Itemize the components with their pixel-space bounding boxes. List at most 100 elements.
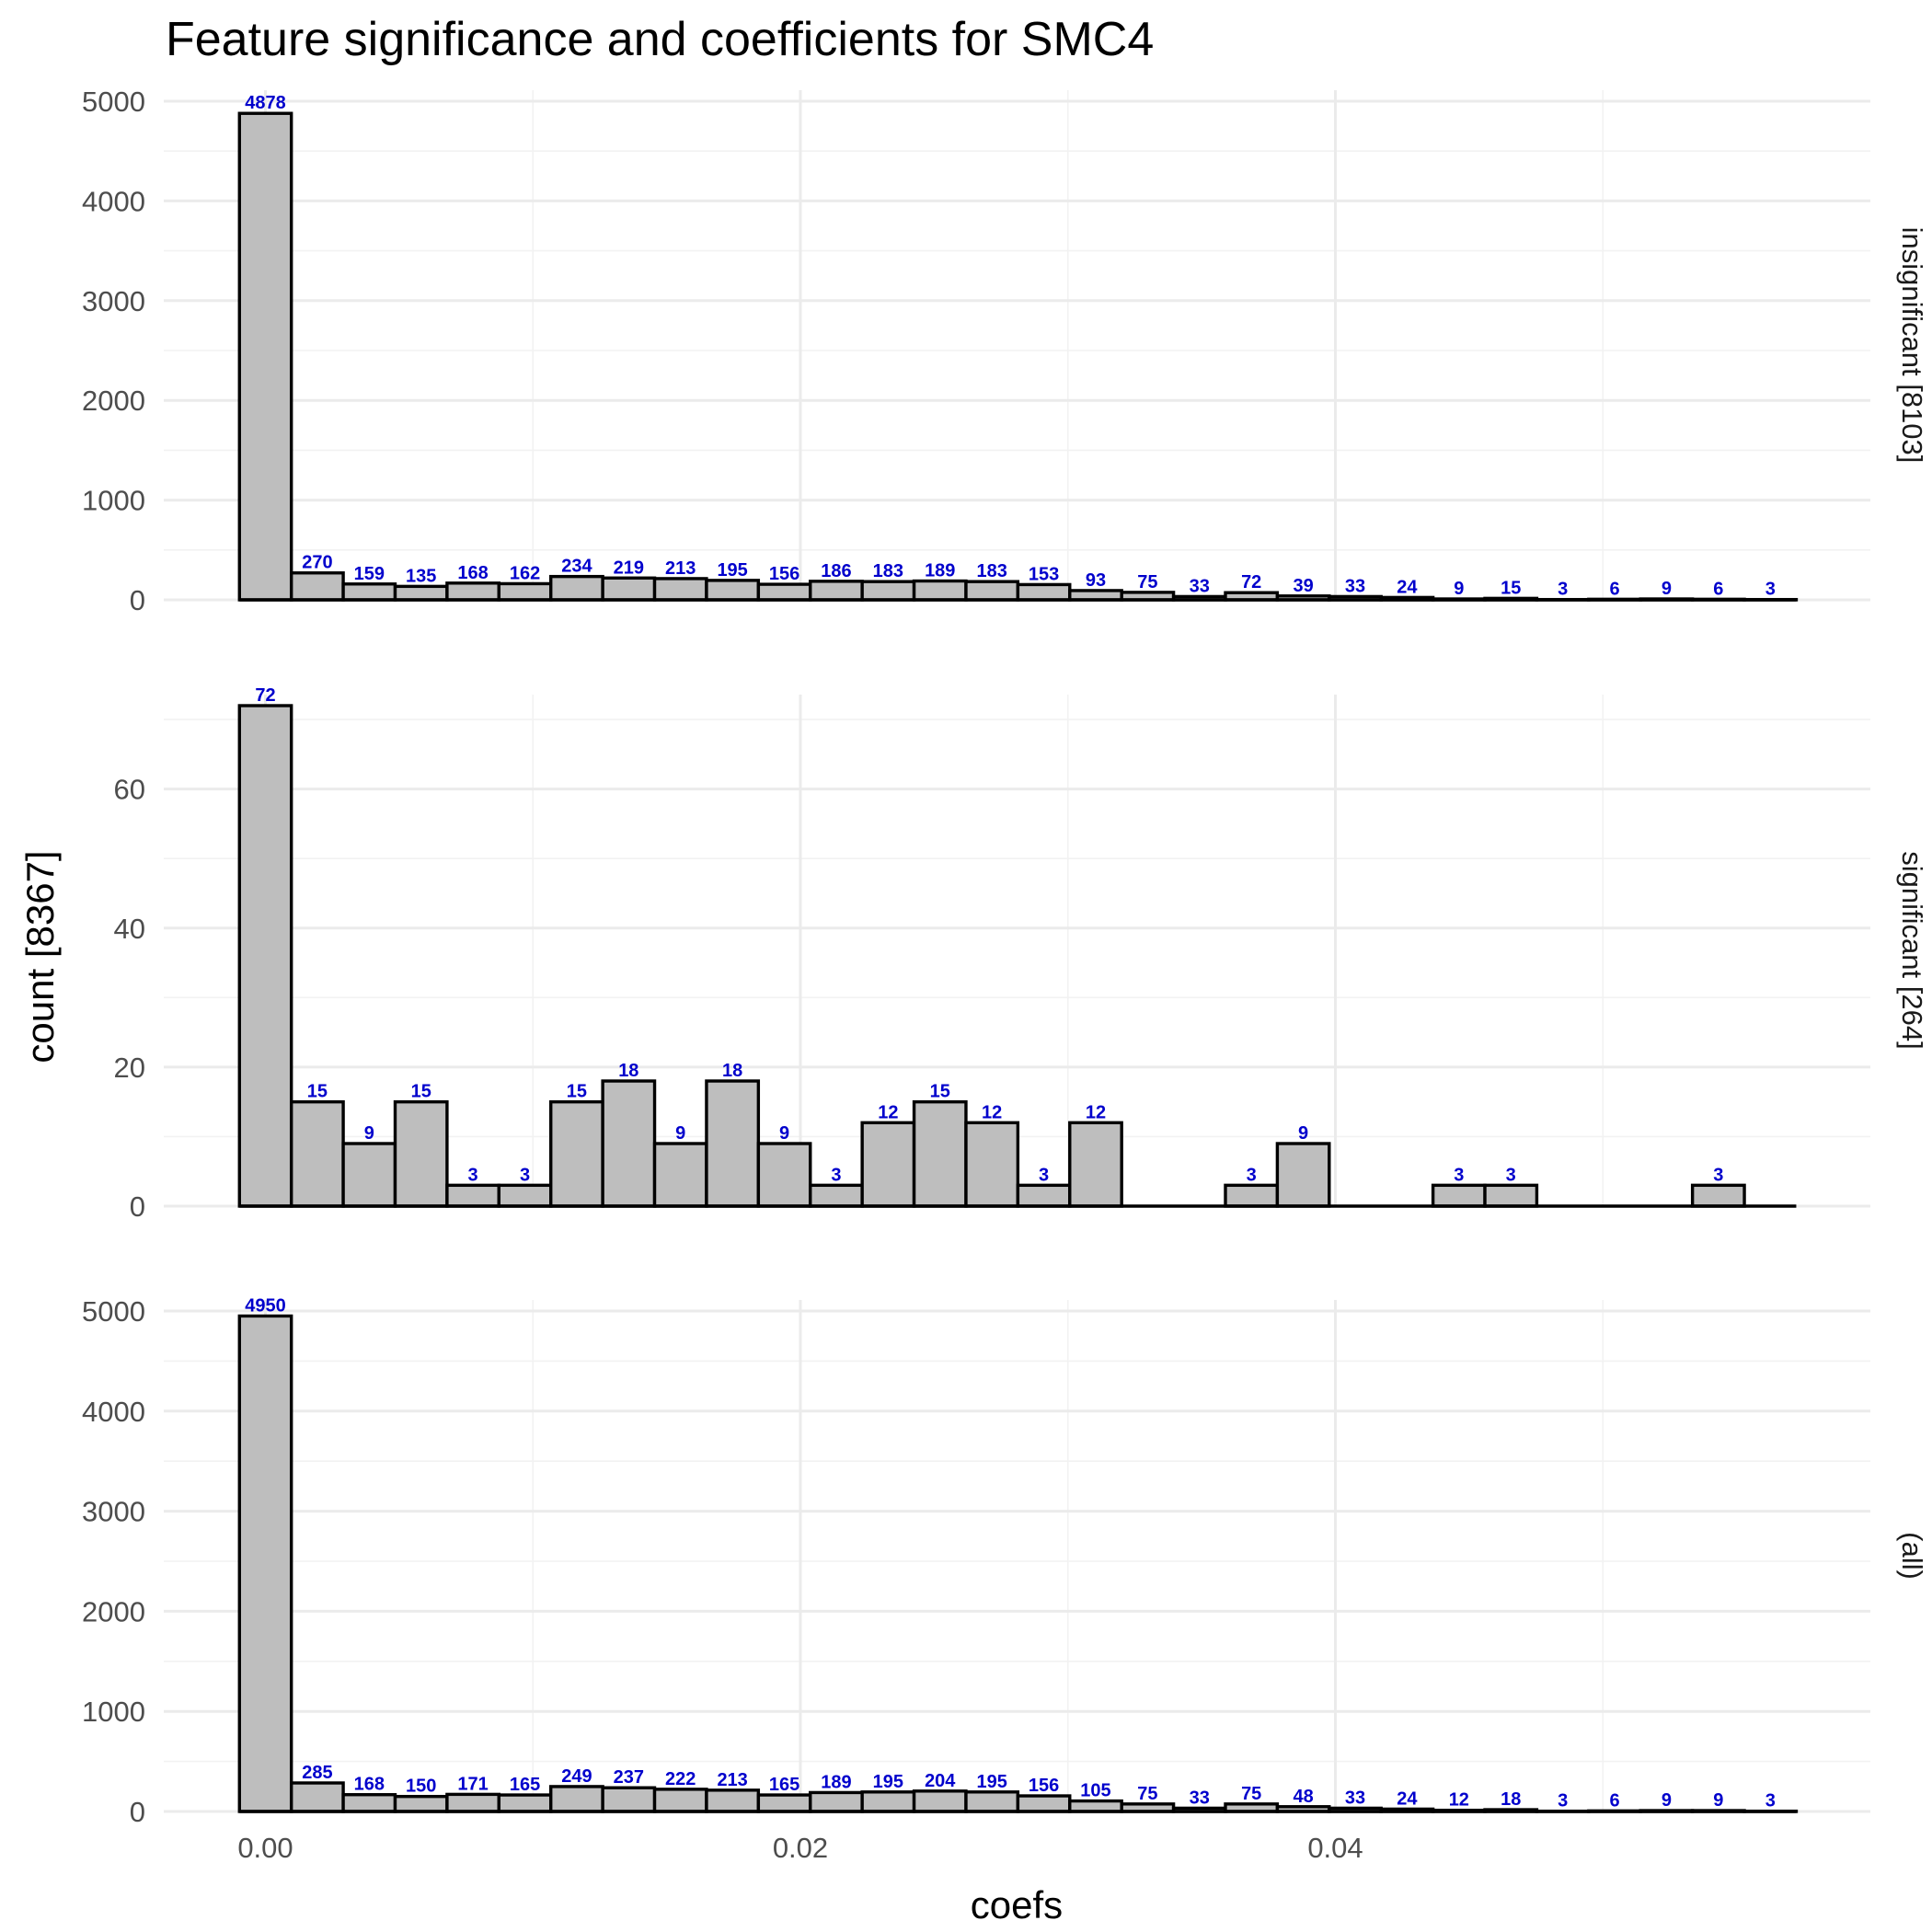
bar-value-label: 3 <box>831 1165 841 1185</box>
x-axis-title: coefs <box>971 1883 1063 1926</box>
bar-value-label: 9 <box>1713 1790 1723 1811</box>
histogram-bar <box>549 1785 604 1813</box>
bar-value-label: 9 <box>1662 579 1672 599</box>
y-tick-label: 1000 <box>82 485 145 517</box>
y-tick-label: 20 <box>114 1052 145 1084</box>
bar-value-label: 195 <box>873 1772 903 1792</box>
bar-value-label: 219 <box>614 558 644 578</box>
bar-value-label: 48 <box>1293 1787 1313 1807</box>
bar-value-label: 3 <box>1558 580 1568 600</box>
histogram-bar <box>1690 1183 1746 1208</box>
bar-value-label: 234 <box>561 557 592 577</box>
facet-strip-label: (all) <box>1896 1532 1928 1580</box>
bar-value-label: 15 <box>930 1082 950 1102</box>
bar-value-label: 204 <box>925 1771 956 1791</box>
histogram-bar <box>341 1142 397 1208</box>
bar-value-label: 9 <box>1662 1790 1672 1811</box>
histogram-bar <box>652 577 708 602</box>
histogram-bar <box>393 584 449 602</box>
histogram-bar <box>1016 1794 1072 1813</box>
x-tick-label: 0.02 <box>773 1832 828 1864</box>
bar-value-label: 3 <box>1765 1791 1776 1811</box>
bar-value-label: 72 <box>1241 572 1261 592</box>
bar-value-label: 3 <box>1713 1165 1723 1185</box>
histogram-bar <box>497 581 553 602</box>
y-tick-label: 0 <box>130 1796 145 1828</box>
histogram-bar <box>341 582 397 602</box>
bar-value-label: 186 <box>821 561 851 581</box>
y-axis-title: count [8367] <box>18 850 62 1063</box>
bar-value-label: 195 <box>976 1772 1006 1792</box>
bar-value-label: 6 <box>1609 579 1619 599</box>
histogram-bar <box>912 1099 968 1208</box>
bar-value-label: 75 <box>1241 1784 1261 1804</box>
bar-value-label: 15 <box>307 1082 328 1102</box>
histogram-bar <box>756 582 812 602</box>
histogram-bar <box>860 580 916 602</box>
bar-value-label: 75 <box>1137 572 1157 592</box>
histogram-bar <box>705 1788 761 1813</box>
bar-value-label: 12 <box>1086 1102 1106 1122</box>
histogram-bar <box>652 1788 708 1813</box>
histogram-bar <box>549 574 604 602</box>
histogram-bar <box>964 1790 1020 1813</box>
bar-value-label: 150 <box>406 1777 436 1797</box>
histogram-bar <box>393 1794 449 1813</box>
bar-value-label: 3 <box>1247 1165 1257 1185</box>
histogram-bar <box>705 579 761 602</box>
chart-title: Feature significance and coefficients fo… <box>166 13 1154 66</box>
bar-value-label: 213 <box>717 1770 747 1790</box>
histogram-bar <box>860 1121 916 1208</box>
bar-value-label: 222 <box>665 1769 696 1789</box>
bar-value-label: 171 <box>457 1774 488 1794</box>
x-tick-label: 0.00 <box>237 1832 293 1864</box>
bar-value-label: 3 <box>520 1165 530 1185</box>
bar-value-label: 165 <box>510 1775 540 1795</box>
bar-value-label: 33 <box>1190 576 1210 596</box>
bar-value-label: 195 <box>717 560 747 581</box>
histogram-bar <box>1068 1799 1123 1813</box>
histogram-bar <box>809 1183 864 1208</box>
histogram-bar <box>1016 1183 1072 1208</box>
y-tick-label: 5000 <box>82 86 145 118</box>
histogram-bar <box>1224 1183 1280 1208</box>
bar-value-label: 39 <box>1293 576 1313 596</box>
bar-value-label: 9 <box>779 1123 789 1144</box>
bar-value-label: 33 <box>1190 1788 1210 1808</box>
bar-value-label: 12 <box>1449 1790 1469 1811</box>
x-tick-label: 0.04 <box>1307 1832 1363 1864</box>
y-tick-label: 5000 <box>82 1295 145 1328</box>
histogram-bar <box>601 576 657 602</box>
histogram-bar <box>289 571 345 602</box>
histogram-bar <box>756 1793 812 1813</box>
bar-value-label: 24 <box>1397 1788 1418 1809</box>
bar-value-label: 189 <box>821 1772 851 1792</box>
bar-value-label: 12 <box>982 1102 1002 1122</box>
y-tick-label: 3000 <box>82 285 145 317</box>
y-tick-label: 4000 <box>82 185 145 217</box>
histogram-bar <box>964 1121 1020 1208</box>
histogram-bar <box>445 1183 501 1208</box>
bar-value-label: 237 <box>614 1767 644 1788</box>
histogram-bar <box>289 1781 345 1813</box>
bar-value-label: 24 <box>1397 577 1418 597</box>
bar-value-label: 3 <box>1039 1165 1049 1185</box>
y-tick-label: 4000 <box>82 1396 145 1428</box>
y-tick-label: 3000 <box>82 1496 145 1528</box>
bar-value-label: 33 <box>1345 1788 1365 1808</box>
bar-value-label: 33 <box>1345 576 1365 596</box>
bar-value-label: 6 <box>1609 1790 1619 1811</box>
bar-value-label: 3 <box>1506 1165 1516 1185</box>
y-tick-label: 1000 <box>82 1696 145 1728</box>
histogram-bar <box>289 1099 345 1208</box>
histogram-bar <box>497 1183 553 1208</box>
bar-value-label: 15 <box>411 1082 431 1102</box>
histogram-bar <box>705 1079 761 1208</box>
bar-value-label: 18 <box>722 1061 742 1081</box>
bar-value-label: 93 <box>1086 570 1106 591</box>
panel-2: 0 20 40 60 72 15 9 15 3 3 15 18 9 18 9 3 12 15 12 3 12 3 9 3 3 3 s… <box>114 685 1928 1223</box>
bar-value-label: 4950 <box>245 1295 286 1316</box>
histogram-bar <box>237 704 293 1208</box>
